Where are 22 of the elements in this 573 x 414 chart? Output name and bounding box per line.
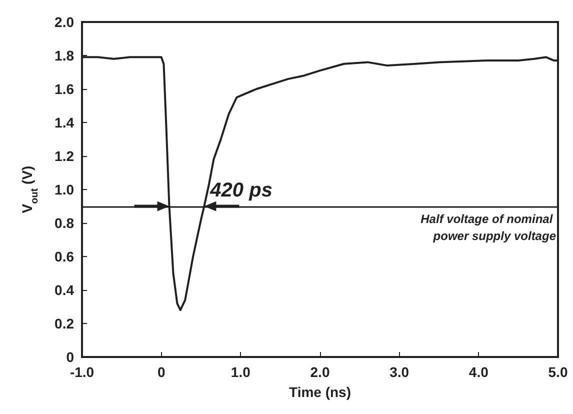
y-axis-title: Vout (V)	[19, 166, 40, 214]
ref-line-label: Half voltage of nominal power supply voltage	[420, 212, 556, 243]
y-tick-label: 1.8	[54, 48, 74, 64]
y-tick-label: 2.0	[54, 14, 74, 30]
y-tick-label: 1.2	[54, 148, 74, 164]
x-axis-title: Time (ns)	[289, 384, 351, 400]
y-tick-label: 0	[66, 349, 74, 365]
y-tick-label: 1.6	[54, 81, 74, 97]
x-tick-label: 3.0	[390, 364, 410, 380]
x-tick-label: 1.0	[230, 364, 251, 380]
x-tick-label: 2.0	[310, 364, 330, 380]
y-tick-label: 0.8	[54, 215, 74, 231]
x-tick-label: 5.0	[548, 364, 568, 380]
y-tick-label: 0.2	[54, 316, 74, 332]
y-tick-label: 1.0	[54, 182, 74, 198]
y-tick-label: 0.4	[54, 282, 74, 298]
y-tick-label: 1.4	[54, 114, 74, 130]
x-tick-label: 4.0	[468, 364, 489, 380]
x-tick-label: -1.0	[70, 364, 94, 380]
annotation: 420 ps	[209, 179, 272, 202]
x-tick-label: 0	[157, 364, 166, 380]
y-tick-label: 0.6	[54, 248, 74, 264]
